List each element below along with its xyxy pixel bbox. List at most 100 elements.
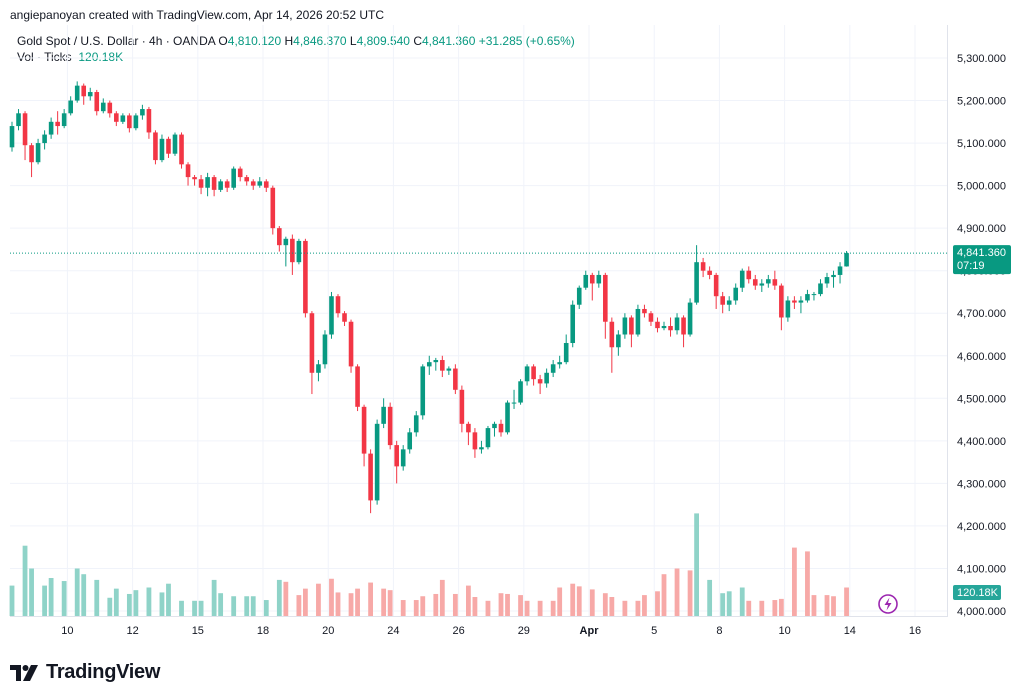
candle[interactable] — [511, 389, 517, 409]
candle[interactable] — [492, 421, 497, 437]
candle[interactable] — [61, 109, 67, 129]
candle[interactable] — [655, 317, 660, 333]
candle[interactable] — [198, 174, 204, 195]
candle[interactable] — [603, 272, 608, 339]
candle[interactable] — [179, 132, 184, 169]
candle[interactable] — [29, 143, 34, 178]
candle[interactable] — [400, 445, 406, 471]
candle[interactable] — [544, 368, 549, 388]
candle[interactable] — [237, 166, 243, 182]
candle[interactable] — [446, 366, 452, 375]
candle[interactable] — [22, 111, 28, 161]
candle[interactable] — [759, 279, 765, 292]
candle[interactable] — [459, 385, 465, 433]
candle[interactable] — [629, 315, 634, 348]
candle[interactable] — [609, 317, 615, 373]
candle[interactable] — [100, 98, 106, 114]
candle[interactable] — [420, 364, 426, 420]
candle[interactable] — [94, 89, 100, 116]
candle[interactable] — [498, 419, 504, 437]
candle[interactable] — [622, 313, 628, 339]
candle[interactable] — [518, 379, 523, 405]
tradingview-logo[interactable]: TradingView — [10, 661, 160, 684]
candle[interactable] — [316, 360, 321, 382]
candle[interactable] — [752, 274, 758, 290]
candle[interactable] — [779, 283, 784, 331]
candle[interactable] — [368, 449, 373, 514]
candle[interactable] — [707, 266, 712, 280]
candle[interactable] — [687, 298, 693, 337]
candle[interactable] — [505, 400, 510, 435]
candle[interactable] — [231, 166, 236, 190]
candle[interactable] — [837, 262, 843, 284]
candle[interactable] — [74, 81, 80, 103]
candle[interactable] — [16, 109, 21, 131]
candle[interactable] — [146, 106, 152, 139]
candle[interactable] — [596, 270, 602, 288]
time-axis[interactable]: 10 12 15 18 20 24 26 29 Apr 5 8 10 14 16 — [61, 625, 921, 637]
candle[interactable] — [733, 283, 739, 305]
candle[interactable] — [805, 289, 810, 303]
candle[interactable] — [818, 279, 823, 297]
candle[interactable] — [713, 272, 719, 309]
candle[interactable] — [257, 177, 263, 188]
candle[interactable] — [290, 234, 295, 275]
candle[interactable] — [583, 270, 589, 290]
candle[interactable] — [453, 364, 458, 395]
candle[interactable] — [726, 296, 732, 312]
candle[interactable] — [263, 179, 269, 192]
candle[interactable] — [524, 364, 530, 386]
candle[interactable] — [114, 111, 119, 127]
candle[interactable] — [616, 330, 621, 356]
candle[interactable] — [127, 113, 132, 133]
candle[interactable] — [694, 245, 699, 305]
candle[interactable] — [563, 334, 569, 365]
candle[interactable] — [700, 257, 706, 278]
candle[interactable] — [792, 296, 797, 309]
candle[interactable] — [394, 440, 399, 484]
candle[interactable] — [35, 138, 41, 165]
candle[interactable] — [681, 315, 686, 348]
candle[interactable] — [159, 134, 165, 163]
candle[interactable] — [87, 87, 93, 101]
candle[interactable] — [185, 162, 191, 186]
candle[interactable] — [485, 425, 491, 450]
candle[interactable] — [635, 304, 641, 337]
flash-icon[interactable] — [878, 594, 898, 614]
candle[interactable] — [244, 174, 250, 186]
candle[interactable] — [844, 250, 849, 267]
candle[interactable] — [668, 317, 673, 337]
candle[interactable] — [342, 311, 347, 326]
candle[interactable] — [329, 291, 334, 339]
candle[interactable] — [120, 113, 126, 124]
candle[interactable] — [303, 238, 308, 318]
candle[interactable] — [166, 136, 171, 158]
candle[interactable] — [277, 226, 282, 252]
candle[interactable] — [381, 398, 386, 429]
candle[interactable] — [355, 364, 360, 412]
candle[interactable] — [798, 296, 804, 314]
candle[interactable] — [440, 355, 445, 378]
candle[interactable] — [296, 238, 302, 265]
candle[interactable] — [413, 411, 419, 437]
candle[interactable] — [557, 355, 562, 369]
candle[interactable] — [48, 117, 54, 139]
candle[interactable] — [387, 402, 393, 450]
candle[interactable] — [576, 285, 582, 309]
candle[interactable] — [472, 428, 478, 458]
candle[interactable] — [772, 270, 778, 290]
candle[interactable] — [674, 313, 680, 335]
candle[interactable] — [309, 311, 315, 395]
volume-label[interactable]: Vol · Ticks — [17, 50, 72, 64]
candle[interactable] — [81, 83, 87, 105]
candle[interactable] — [531, 364, 536, 386]
candle[interactable] — [250, 179, 256, 190]
candle[interactable] — [224, 179, 230, 192]
candle[interactable] — [570, 300, 576, 348]
candle[interactable] — [205, 172, 210, 197]
candle[interactable] — [407, 428, 413, 454]
candle[interactable] — [270, 185, 276, 235]
candle[interactable] — [426, 355, 432, 375]
candle[interactable] — [68, 96, 73, 116]
